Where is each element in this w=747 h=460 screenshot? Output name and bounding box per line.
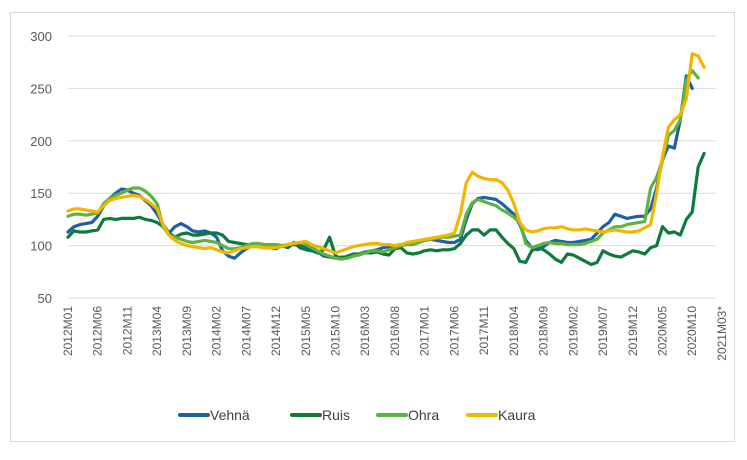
y-tick-label: 100	[30, 239, 52, 254]
series-line-kaura	[66, 52, 706, 255]
x-tick-label: 2016M08	[388, 306, 402, 356]
x-tick-label: 2015M05	[299, 306, 313, 356]
legend-label: Ruis	[322, 407, 350, 423]
x-tick-label: 2017M01	[418, 306, 432, 356]
y-tick-label: 300	[30, 29, 52, 44]
x-tick-label: 2014M07	[239, 306, 253, 356]
series-line-vehnä	[66, 74, 694, 260]
x-tick-label: 2012M11	[120, 306, 134, 355]
series-lines	[66, 52, 706, 267]
x-tick-label: 2013M09	[180, 306, 194, 356]
x-tick-label: 2019M12	[626, 306, 640, 356]
legend: Vehnä Ruis Ohra Kaura	[178, 407, 536, 423]
x-tick-label: 2017M06	[447, 306, 461, 356]
x-tick-label: 2013M04	[150, 306, 164, 356]
x-tick-label: 2014M02	[210, 306, 224, 356]
x-tick-label: 2012M06	[91, 306, 105, 356]
x-tick-label: 2021M08*	[745, 306, 747, 361]
y-tick-label: 200	[30, 134, 52, 149]
x-tick-label: 2018M09	[537, 306, 551, 356]
y-tick-label: 150	[30, 186, 52, 201]
x-tick-label: 2015M10	[329, 306, 343, 356]
x-tick-label: 2016M03	[358, 306, 372, 356]
y-tick-label: 250	[30, 81, 52, 96]
x-axis: 2012M01 2012M06 2012M11 2013M04 2013M09 2014M…	[61, 306, 747, 361]
x-tick-label: 2020M10	[685, 306, 699, 356]
x-tick-label: 2012M01	[61, 306, 75, 356]
x-tick-label: 2018M04	[507, 306, 521, 356]
gridlines	[68, 35, 716, 299]
legend-label: Kaura	[498, 407, 536, 423]
x-tick-label: 2019M02	[566, 306, 580, 356]
x-tick-label: 2017M11	[477, 306, 491, 355]
x-tick-label: 2019M07	[596, 306, 610, 356]
legend-label: Ohra	[408, 407, 439, 423]
x-tick-label: 2014M12	[269, 306, 283, 356]
legend-label: Vehnä	[210, 407, 250, 423]
y-tick-label: 50	[38, 291, 52, 306]
x-tick-label: 2021M03*	[715, 306, 729, 361]
x-tick-label: 2020M05	[655, 306, 669, 356]
y-axis: 50 100 150 200 250 300	[30, 29, 52, 306]
